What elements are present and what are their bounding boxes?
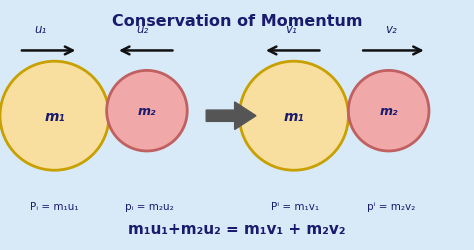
Ellipse shape	[348, 71, 429, 152]
Text: m₂: m₂	[137, 105, 156, 118]
Ellipse shape	[107, 71, 187, 152]
Text: v₂: v₂	[385, 23, 397, 36]
Text: pⁱ = m₂v₂: pⁱ = m₂v₂	[367, 201, 415, 211]
FancyArrow shape	[206, 102, 256, 130]
Text: v₁: v₁	[286, 23, 297, 36]
Text: u₁: u₁	[34, 23, 46, 36]
Text: Pⁱ = m₁v₁: Pⁱ = m₁v₁	[271, 201, 319, 211]
Ellipse shape	[0, 62, 109, 170]
Text: m₁: m₁	[44, 109, 65, 123]
Text: pᵢ = m₂u₂: pᵢ = m₂u₂	[125, 201, 173, 211]
Text: m₁u₁+m₂u₂ = m₁v₁ + m₂v₂: m₁u₁+m₂u₂ = m₁v₁ + m₂v₂	[128, 221, 346, 236]
Text: Conservation of Momentum: Conservation of Momentum	[112, 14, 362, 29]
Text: m₂: m₂	[379, 105, 398, 118]
Text: m₁: m₁	[283, 109, 304, 123]
Text: Pᵢ = m₁u₁: Pᵢ = m₁u₁	[30, 201, 79, 211]
Ellipse shape	[239, 62, 348, 170]
Text: u₂: u₂	[136, 23, 148, 36]
